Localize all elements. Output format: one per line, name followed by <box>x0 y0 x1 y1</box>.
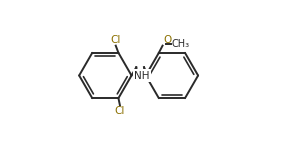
Text: Cl: Cl <box>110 35 121 45</box>
Text: O: O <box>164 35 172 45</box>
Text: Cl: Cl <box>115 106 125 116</box>
Text: CH₃: CH₃ <box>172 39 190 49</box>
Text: NH: NH <box>134 71 150 80</box>
